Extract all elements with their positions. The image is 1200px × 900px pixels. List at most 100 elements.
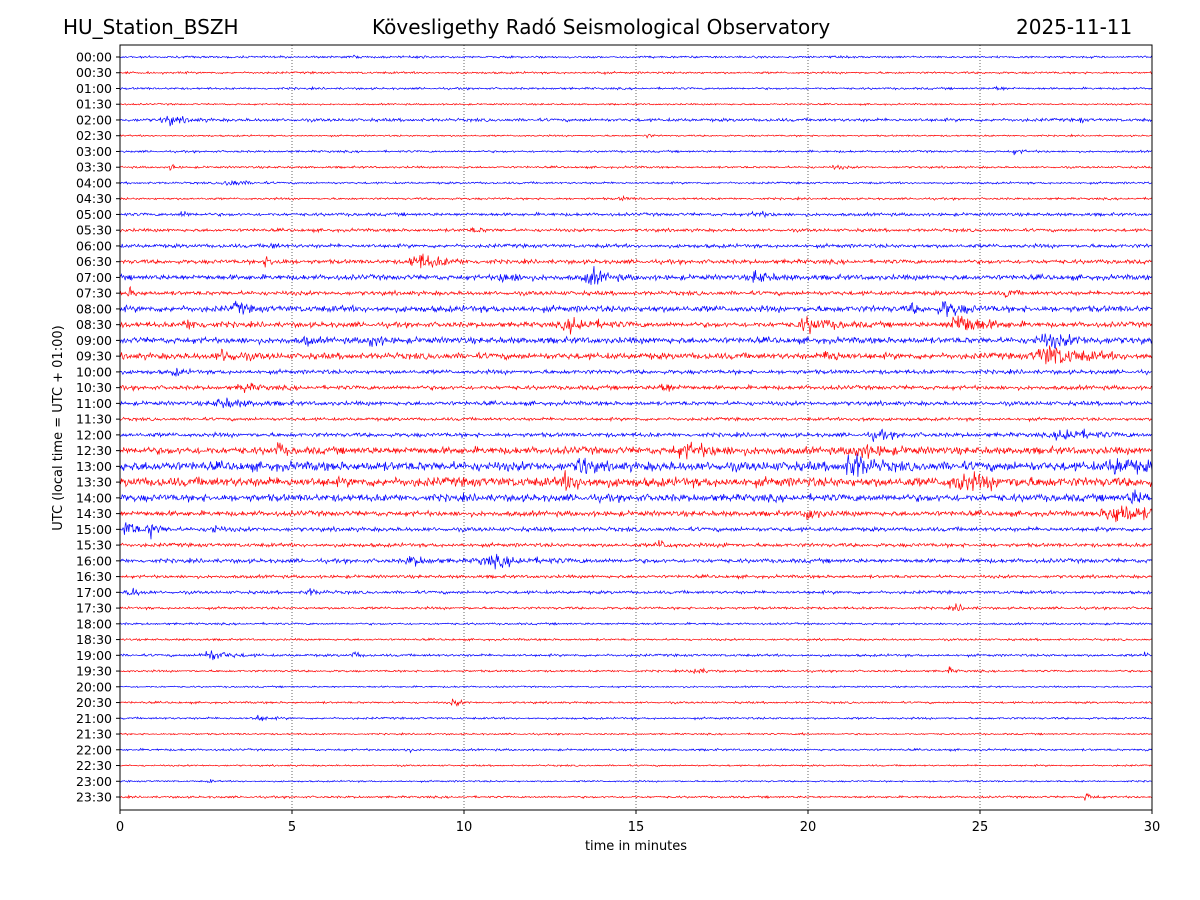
trace-1330: [119, 470, 1153, 492]
trace-1400: [119, 489, 1153, 505]
y-tick-label: 23:00: [76, 774, 112, 789]
trace-0730: [119, 285, 1153, 299]
trace-0600: [119, 242, 1153, 250]
trace-0700: [119, 266, 1153, 286]
trace-0300: [119, 149, 1153, 156]
trace-1930: [119, 666, 1153, 675]
x-tick-label: 30: [1144, 820, 1161, 835]
y-tick-label: 09:00: [76, 333, 112, 348]
trace-0030: [119, 70, 1153, 76]
y-tick-label: 12:00: [76, 427, 112, 442]
trace-0830: [119, 315, 1153, 335]
x-tick-label: 5: [288, 820, 296, 835]
trace-1500: [119, 522, 1153, 540]
y-tick-label: 20:30: [76, 695, 112, 710]
trace-2330: [119, 792, 1153, 801]
y-tick-label: 06:00: [76, 238, 112, 253]
y-tick-label: 22:00: [76, 742, 112, 757]
y-tick-label: 03:00: [76, 144, 112, 159]
trace-0130: [119, 102, 1153, 107]
y-tick-label: 15:30: [76, 538, 112, 553]
trace-0330: [119, 163, 1153, 171]
y-tick-label: 21:00: [76, 711, 112, 726]
trace-1300: [119, 453, 1153, 477]
trace-0930: [119, 345, 1153, 365]
x-tick-label: 20: [800, 820, 817, 835]
y-tick-label: 11:30: [76, 412, 112, 427]
trace-1030: [119, 382, 1152, 393]
trace-0200: [119, 115, 1153, 127]
trace-1630: [120, 573, 1153, 580]
y-tick-label: 02:00: [76, 112, 112, 127]
y-tick-label: 07:30: [76, 286, 112, 301]
x-axis-label: time in minutes: [585, 839, 687, 854]
trace-1100: [119, 397, 1153, 409]
y-tick-label: 03:30: [76, 160, 112, 175]
y-tick-label: 16:30: [76, 569, 112, 584]
y-tick-label: 07:00: [76, 270, 112, 285]
trace-2300: [119, 779, 1153, 784]
y-tick-label: 01:30: [76, 97, 112, 112]
y-tick-label: 10:00: [76, 364, 112, 379]
y-tick-label: 08:30: [76, 317, 112, 332]
y-tick-label: 02:30: [76, 128, 112, 143]
trace-1830: [119, 637, 1153, 642]
y-tick-label: 10:30: [76, 380, 112, 395]
x-tick-label: 0: [116, 820, 124, 835]
y-tick-label: 22:30: [76, 758, 112, 773]
y-tick-label: 04:00: [76, 175, 112, 190]
y-tick-label: 21:30: [76, 727, 112, 742]
y-tick-label: 20:00: [76, 679, 112, 694]
y-tick-label: 01:00: [76, 81, 112, 96]
trace-2200: [119, 747, 1153, 754]
trace-1800: [119, 621, 1153, 626]
y-tick-label: 17:00: [76, 585, 112, 600]
trace-1900: [119, 650, 1153, 661]
y-tick-label: 17:30: [76, 601, 112, 616]
y-tick-label: 00:00: [76, 50, 112, 65]
trace-0430: [119, 194, 1153, 202]
trace-2000: [119, 685, 1153, 689]
y-tick-label: 08:00: [76, 301, 112, 316]
station-title: HU_Station_BSZH: [63, 15, 239, 39]
y-tick-label: 09:30: [76, 349, 112, 364]
trace-1430: [119, 505, 1153, 523]
y-tick-label: 16:00: [76, 553, 112, 568]
trace-0500: [119, 210, 1153, 219]
trace-2100: [119, 714, 1153, 722]
x-tick-label: 25: [972, 820, 989, 835]
y-tick-label: 12:30: [76, 443, 112, 458]
trace-0800: [119, 300, 1153, 318]
y-tick-label: 04:30: [76, 191, 112, 206]
trace-1130: [119, 416, 1153, 423]
trace-0630: [119, 253, 1153, 269]
x-tick-label: 10: [456, 820, 473, 835]
trace-0530: [119, 226, 1153, 234]
y-tick-label: 18:00: [76, 616, 112, 631]
chart-title: Kövesligethy Radó Seismological Observat…: [372, 15, 831, 39]
trace-0000: [119, 54, 1153, 60]
y-tick-label: 14:30: [76, 506, 112, 521]
trace-1600: [119, 553, 1153, 570]
trace-0900: [119, 333, 1153, 350]
trace-1730: [119, 603, 1153, 612]
y-axis-label: UTC (local time = UTC + 01:00): [51, 325, 66, 530]
trace-1230: [119, 441, 1153, 460]
y-tick-label: 14:00: [76, 490, 112, 505]
y-tick-label: 00:30: [76, 65, 112, 80]
y-tick-label: 05:30: [76, 223, 112, 238]
y-tick-label: 05:00: [76, 207, 112, 222]
date-title: 2025-11-11: [1016, 15, 1133, 39]
trace-2130: [119, 731, 1153, 736]
trace-0400: [119, 179, 1153, 186]
trace-2030: [119, 698, 1153, 707]
y-tick-label: 23:30: [76, 790, 112, 805]
trace-1000: [119, 367, 1152, 377]
trace-0230: [119, 133, 1153, 139]
y-tick-label: 06:30: [76, 254, 112, 269]
y-tick-label: 15:00: [76, 522, 112, 537]
trace-0100: [119, 85, 1153, 92]
trace-2230: [119, 763, 1153, 768]
trace-1200: [119, 428, 1153, 442]
